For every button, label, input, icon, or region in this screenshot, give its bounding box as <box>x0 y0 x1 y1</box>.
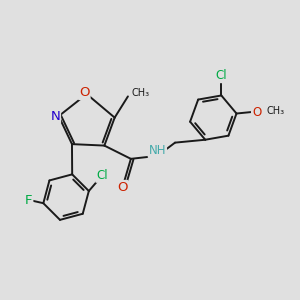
Text: O: O <box>252 106 261 118</box>
Text: O: O <box>79 86 90 99</box>
Text: O: O <box>117 181 127 194</box>
Text: CH₃: CH₃ <box>266 106 285 116</box>
Text: F: F <box>25 194 32 207</box>
Text: Cl: Cl <box>215 69 227 82</box>
Text: N: N <box>50 110 60 123</box>
Text: NH: NH <box>148 144 166 157</box>
Text: CH₃: CH₃ <box>131 88 150 98</box>
Text: Cl: Cl <box>96 169 108 182</box>
